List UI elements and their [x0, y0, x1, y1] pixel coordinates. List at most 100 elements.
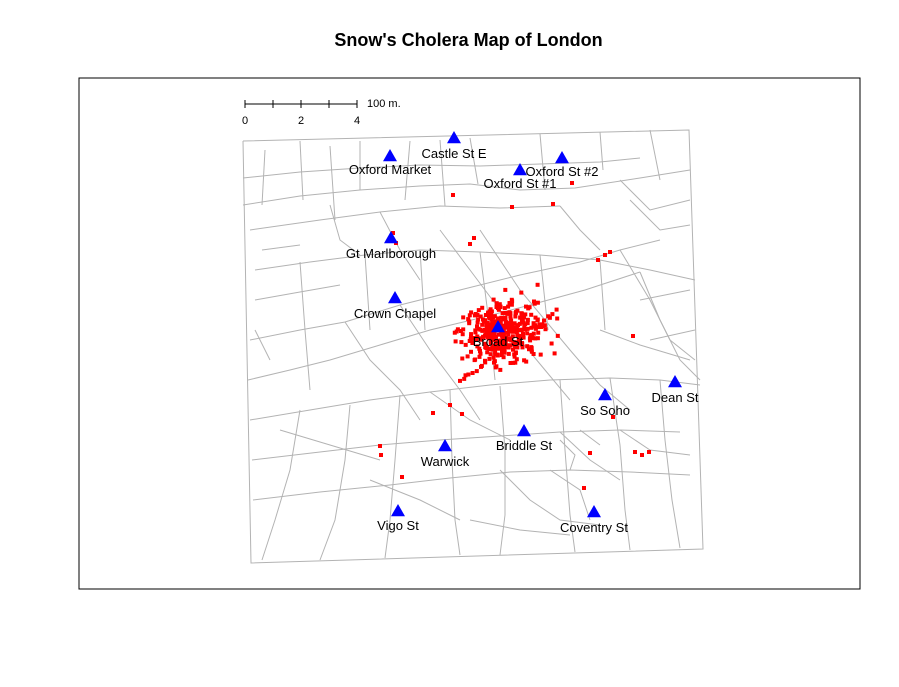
map-title: Snow's Cholera Map of London	[334, 30, 603, 50]
death-marker	[495, 342, 500, 347]
death-marker	[499, 353, 504, 358]
death-marker	[482, 341, 487, 346]
death-marker	[475, 320, 480, 325]
death-marker	[491, 355, 496, 360]
death-marker	[379, 453, 383, 457]
death-marker	[508, 314, 513, 319]
street-line	[404, 140, 411, 201]
street-line	[299, 140, 304, 201]
death-marker	[509, 325, 513, 330]
death-marker	[474, 337, 479, 342]
death-marker	[500, 311, 505, 316]
pump-marker	[438, 439, 452, 452]
pump-label: Oxford St #1	[484, 176, 557, 191]
street-line	[247, 271, 641, 381]
street-line	[299, 261, 311, 391]
death-marker	[531, 324, 536, 329]
death-marker	[473, 330, 478, 335]
death-marker	[478, 351, 483, 356]
death-marker	[476, 308, 481, 313]
death-marker	[514, 330, 519, 334]
death-marker	[552, 351, 557, 356]
street-line	[619, 429, 691, 456]
death-marker	[519, 311, 524, 316]
death-marker	[506, 345, 511, 350]
death-marker	[494, 364, 499, 369]
street-line	[499, 469, 601, 526]
death-marker	[503, 287, 508, 292]
death-marker	[523, 312, 528, 317]
pump-marker	[384, 231, 398, 244]
pump-marker	[391, 504, 405, 517]
death-marker	[555, 316, 560, 321]
death-marker	[512, 340, 517, 345]
street-line	[379, 211, 421, 281]
death-marker	[488, 335, 493, 340]
pump-marker	[668, 375, 682, 388]
death-marker	[500, 333, 504, 338]
death-marker	[506, 337, 511, 342]
street-line	[261, 244, 301, 251]
death-marker	[513, 345, 518, 350]
pump-marker	[513, 163, 527, 176]
death-marker	[483, 360, 488, 365]
street-line	[252, 469, 691, 501]
death-marker	[459, 340, 464, 345]
street-line	[599, 329, 691, 361]
death-marker	[522, 324, 527, 328]
street-line	[344, 321, 421, 421]
death-marker	[501, 355, 506, 360]
death-marker	[525, 344, 530, 349]
death-marker	[509, 337, 513, 342]
death-marker	[535, 336, 540, 341]
death-marker	[462, 376, 467, 381]
death-marker	[482, 327, 487, 332]
death-marker	[524, 359, 529, 364]
plot-frame	[78, 77, 861, 590]
street-line	[369, 479, 461, 521]
scale-label: 100 m.	[367, 98, 401, 110]
death-marker	[470, 341, 475, 345]
death-marker	[484, 329, 489, 333]
death-marker	[525, 321, 530, 326]
death-marker	[480, 322, 485, 327]
death-marker	[453, 339, 458, 344]
death-marker	[521, 335, 526, 340]
death-marker	[529, 345, 534, 350]
death-marker	[491, 335, 496, 340]
street-line	[469, 137, 479, 185]
death-marker	[467, 313, 472, 318]
death-marker	[469, 349, 473, 354]
death-marker	[461, 327, 466, 332]
death-marker	[507, 301, 512, 305]
death-marker	[466, 372, 471, 377]
death-marker	[539, 325, 544, 329]
death-marker	[492, 333, 497, 338]
street-line	[399, 304, 481, 421]
death-marker	[475, 334, 480, 339]
street-line	[242, 157, 641, 179]
pump-label: Warwick	[421, 454, 470, 469]
pump-label: Coventry St	[560, 520, 628, 535]
death-marker	[486, 311, 490, 316]
death-marker	[470, 371, 475, 375]
death-marker	[475, 344, 480, 349]
death-marker	[517, 341, 522, 346]
death-marker	[487, 356, 492, 361]
death-marker	[459, 329, 463, 333]
death-marker	[535, 282, 540, 287]
death-marker	[378, 444, 382, 448]
street-line	[549, 469, 591, 521]
street-line	[261, 409, 301, 561]
death-marker	[489, 330, 494, 335]
death-marker	[476, 317, 481, 322]
death-marker	[514, 357, 519, 362]
death-marker	[469, 334, 473, 339]
death-marker	[588, 451, 592, 455]
pump-label: Briddle St	[496, 438, 553, 453]
death-marker	[494, 338, 499, 343]
death-marker	[455, 327, 460, 332]
death-marker	[484, 323, 489, 327]
pump-label: Dean St	[652, 390, 699, 405]
death-marker	[582, 486, 586, 490]
